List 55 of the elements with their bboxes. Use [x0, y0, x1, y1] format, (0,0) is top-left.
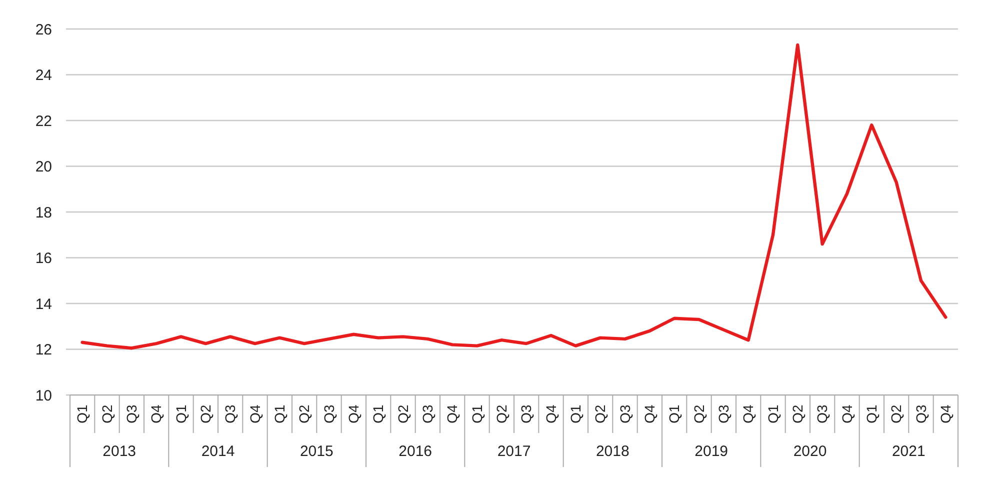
y-tick-label: 26	[35, 21, 52, 38]
x-tick-label: Q2	[790, 404, 806, 424]
x-tick-label: Q1	[666, 404, 682, 424]
x-tick-label: Q3	[420, 404, 436, 424]
text: 2014	[201, 443, 235, 460]
y-tick-label: 20	[35, 158, 52, 176]
x-tick-label: Q1	[764, 404, 781, 424]
text: 2017	[497, 443, 531, 460]
x-tick-label: Q1	[468, 404, 485, 424]
x-tick-label: Q4	[346, 404, 362, 424]
x-tick-label: Q3	[222, 404, 238, 424]
x-tick-label: Q2	[888, 404, 904, 424]
text: 2018	[596, 443, 630, 460]
text: 2019	[694, 443, 728, 460]
x-tick-label: Q1	[370, 404, 386, 424]
y-tick-label: 18	[35, 204, 52, 222]
x-tick-label: Q4	[148, 404, 164, 424]
x-tick-label: Q2	[494, 404, 510, 424]
text: 2021	[892, 443, 926, 460]
x-tick-label: Q3	[124, 404, 140, 424]
x-tick-label: Q3	[616, 404, 633, 424]
y-tick-label: 24	[35, 67, 52, 84]
text: 2016	[398, 443, 432, 460]
y-tick-label: 14	[35, 296, 52, 313]
x-tick-label: Q1	[172, 404, 189, 424]
x-tick-label: Q4	[642, 404, 658, 424]
x-tick-label: Q4	[246, 404, 263, 424]
y-tick-label: 12	[35, 342, 52, 358]
x-tick-label: Q1	[272, 404, 288, 424]
x-tick-label: Q3	[814, 404, 830, 424]
x-tick-label: Q2	[592, 404, 608, 424]
x-tick-label: Q2	[690, 404, 707, 424]
x-tick-label: Q3	[518, 404, 534, 424]
x-tick-label: Q1	[568, 404, 584, 424]
x-tick-label: Q4	[740, 404, 756, 424]
line-series	[80, 43, 948, 350]
text: 2020	[793, 443, 827, 460]
x-tick-label: Q1	[74, 404, 90, 424]
x-tick-label: Q3	[912, 404, 929, 424]
text: 2015	[300, 443, 334, 460]
x-tick-label: Q3	[716, 404, 732, 424]
x-tick-label: Q2	[394, 404, 411, 424]
x-tick-label: Q1	[864, 404, 880, 424]
x-tick-label: Q4	[838, 404, 855, 424]
x-tick-label: Q3	[320, 404, 337, 424]
y-tick-label: 22	[35, 112, 52, 130]
text: 2013	[102, 443, 136, 460]
y-tick-label: 10	[35, 387, 52, 404]
x-tick-label: Q2	[296, 404, 312, 424]
x-tick-label: Q2	[198, 404, 214, 424]
x-tick-label: Q4	[542, 404, 559, 424]
y-tick-label: 16	[35, 250, 52, 267]
x-tick-label: Q4	[938, 404, 954, 424]
x-tick-label: Q2	[98, 404, 115, 424]
x-tick-label: Q4	[444, 404, 460, 424]
